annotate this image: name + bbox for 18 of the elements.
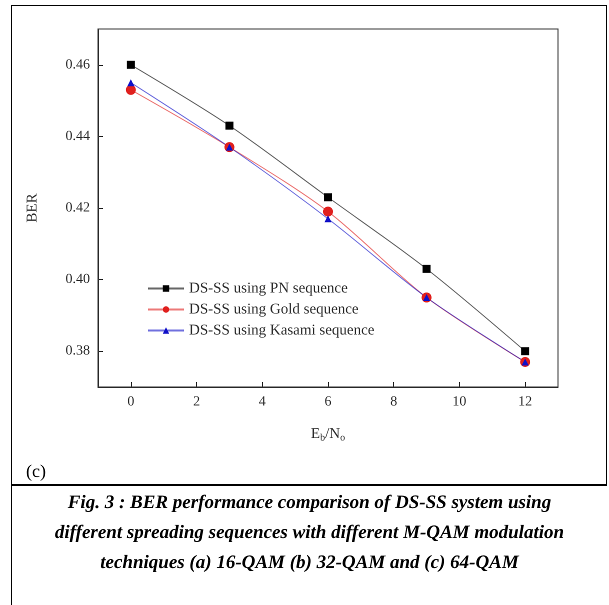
x-tick-label: 8 xyxy=(390,394,398,410)
text: (c) xyxy=(26,461,46,482)
caption: Fig. 3 : BER performance comparison of DS-SS system using different spreading sequences with different M-QAM modulation techniques (a) 16-QAM (b) 32-QAM and (c) 64-QAM xyxy=(11,485,607,605)
y-tick-label: 0.42 xyxy=(66,200,90,216)
legend-label: DS-SS using PN sequence xyxy=(189,280,348,296)
legend-label: DS-SS using Kasami sequence xyxy=(189,322,375,338)
y-tick-label: 0.44 xyxy=(66,128,90,144)
x-tick-label: 10 xyxy=(452,394,466,410)
y-tick-label: 0.46 xyxy=(66,57,90,72)
x-tick-label: 4 xyxy=(258,394,266,410)
y-tick-label: 0.38 xyxy=(66,344,90,359)
legend-label: DS-SS using Gold sequence xyxy=(189,302,359,318)
x-tick-label: 0 xyxy=(127,394,134,410)
y-axis-title: BER xyxy=(24,193,40,223)
x-tick-label: 6 xyxy=(324,394,332,410)
x-tick-label: 12 xyxy=(518,394,532,410)
x-tick-label: 2 xyxy=(193,394,200,410)
y-tick-label: 0.40 xyxy=(66,272,90,288)
